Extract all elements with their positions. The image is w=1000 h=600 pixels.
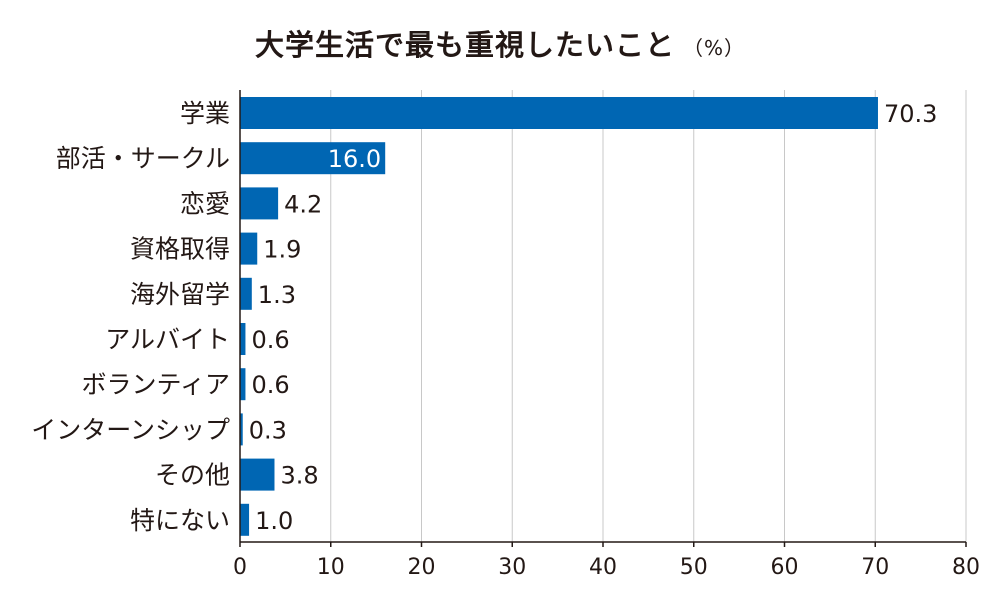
value-label: 1.9 (263, 236, 301, 264)
category-label: 海外留学 (130, 280, 230, 309)
category-label: 特にない (130, 506, 230, 535)
value-label: 4.2 (284, 190, 322, 218)
x-tick-label: 50 (680, 555, 708, 580)
category-label: 恋愛 (180, 189, 230, 218)
category-label: ボランティア (81, 370, 230, 399)
labels: 学業 70.3 部活・サークル 16.0 恋愛 4.2 資格取得 1.9 海外留学 1.3 アルバイ… (31, 99, 980, 580)
x-tick-label: 20 (408, 555, 436, 580)
grid-lines (330, 90, 967, 542)
x-tick-label: 60 (771, 555, 799, 580)
bar-6 (240, 368, 246, 401)
x-tick-label: 80 (952, 555, 980, 580)
bar-4 (240, 277, 252, 310)
value-label: 0.6 (251, 371, 289, 399)
value-label: 0.6 (251, 326, 289, 354)
bars (240, 97, 878, 536)
category-label: アルバイト (105, 325, 230, 354)
x-tick-label: 10 (317, 555, 345, 580)
axes (239, 90, 967, 547)
value-label: 1.0 (255, 507, 293, 535)
category-label: インターンシップ (31, 415, 230, 444)
category-label: 学業 (180, 99, 230, 128)
chart-title-text: 大学生活で最も重視したいこと (254, 28, 675, 62)
value-label: 70.3 (884, 100, 937, 128)
bar-2 (240, 187, 279, 220)
x-tick-label: 30 (498, 555, 526, 580)
value-label: 0.3 (249, 416, 287, 444)
chart-title: 大学生活で最も重視したいこと （%） (0, 22, 1000, 64)
chart-unit: （%） (683, 36, 746, 60)
bar-3 (240, 232, 258, 265)
x-tick-label: 70 (861, 555, 889, 580)
bar-8 (240, 458, 275, 491)
bar-5 (240, 323, 246, 355)
value-label: 16.0 (328, 145, 381, 173)
category-label: 資格取得 (130, 235, 230, 264)
bar-0 (240, 97, 878, 129)
bar-9 (240, 503, 250, 536)
value-label: 3.8 (280, 462, 318, 490)
value-label: 1.3 (258, 281, 296, 309)
x-tick-label: 40 (589, 555, 617, 580)
bar-7 (240, 413, 243, 446)
category-label: 部活・サークル (56, 144, 230, 173)
bar-1 (240, 142, 386, 175)
x-tick-label: 0 (233, 555, 247, 580)
category-label: その他 (155, 461, 230, 490)
